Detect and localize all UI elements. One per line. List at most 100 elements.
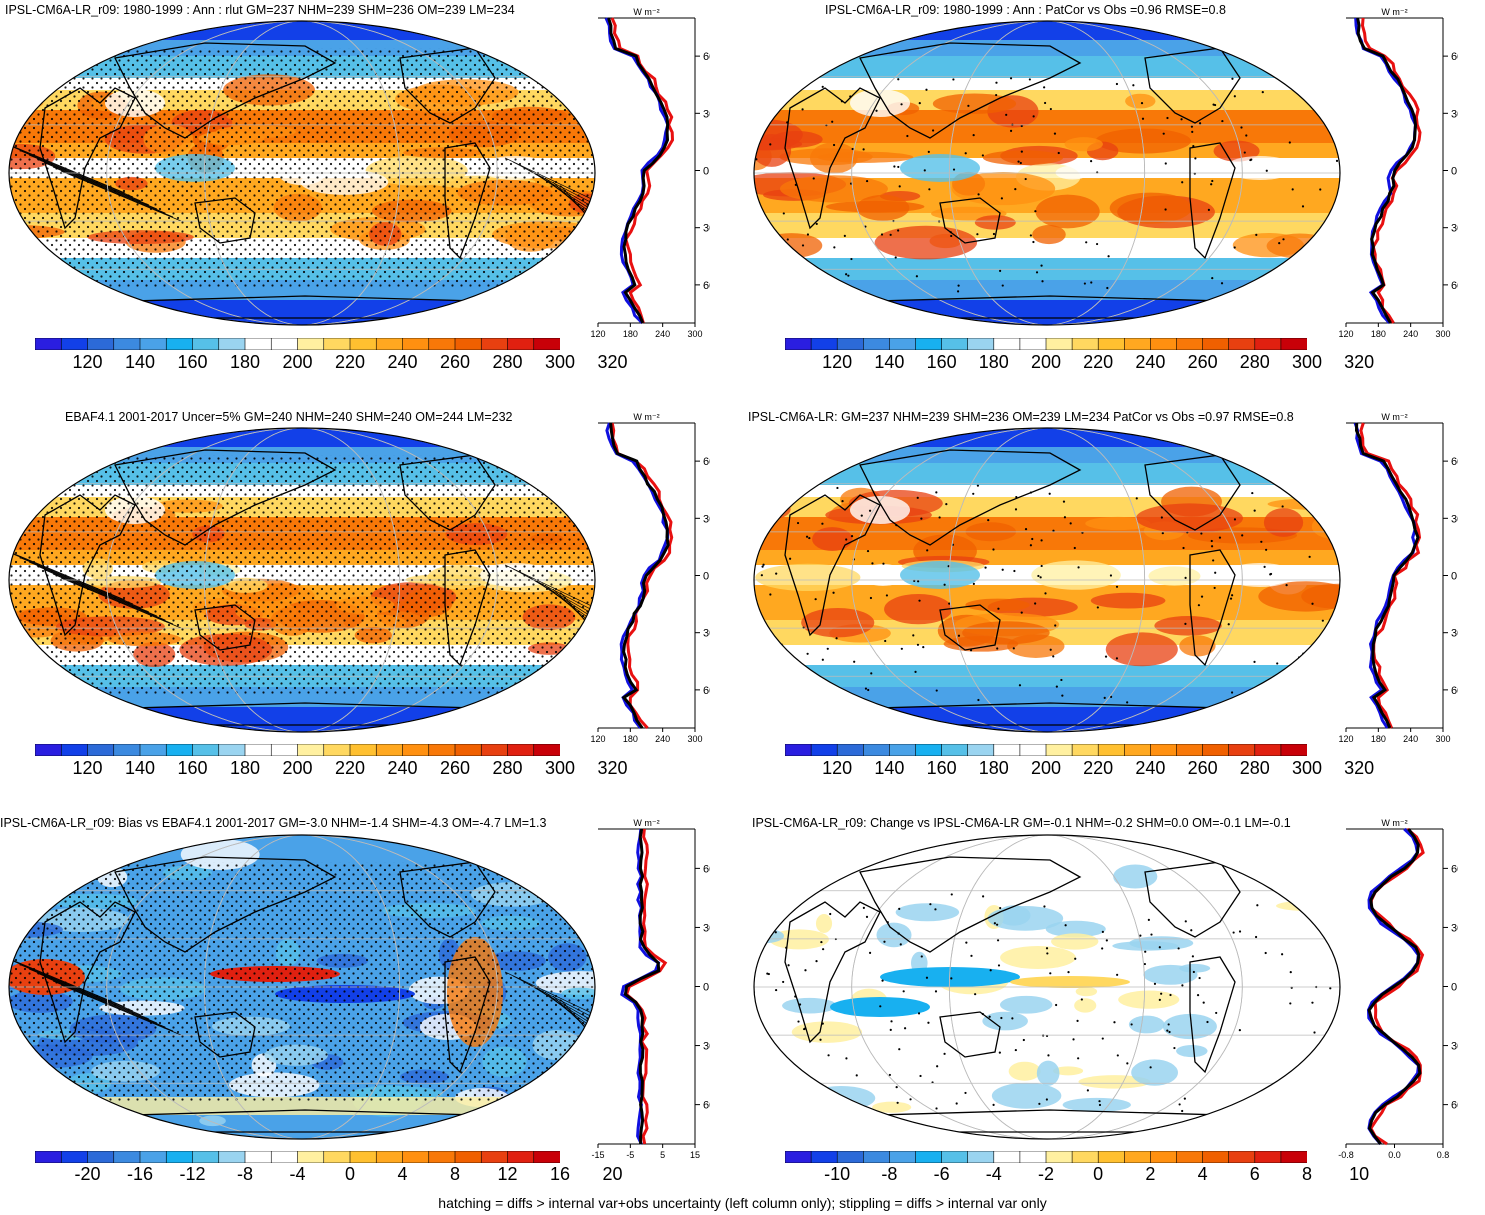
stipple-dot bbox=[1098, 1100, 1101, 1103]
field-blob bbox=[880, 967, 1020, 987]
stipple-dot bbox=[1054, 624, 1057, 627]
hatch-line bbox=[52, 980, 174, 1032]
x-tick-label: 180 bbox=[623, 329, 638, 339]
stipple-dot bbox=[918, 102, 921, 105]
field-band bbox=[754, 110, 1340, 143]
field-blob bbox=[1112, 941, 1179, 951]
stipple-dot bbox=[1285, 584, 1288, 587]
colorbar-tick-label: 160 bbox=[177, 352, 208, 372]
map-border bbox=[753, 834, 1341, 1140]
coastline bbox=[444, 142, 491, 260]
colorbar-swatch bbox=[270, 744, 299, 756]
stipple-dot bbox=[923, 169, 926, 172]
lat-tick-label: 0 bbox=[703, 982, 709, 994]
stipple-dot bbox=[1000, 1016, 1003, 1020]
stipple-dot bbox=[1029, 234, 1032, 237]
colorbar-tick-label: 10 bbox=[1349, 1164, 1370, 1184]
colorbar-swatch bbox=[1123, 744, 1152, 756]
stipple-dot bbox=[1206, 1020, 1209, 1024]
stipple-dot bbox=[777, 107, 780, 110]
profile-curve-red bbox=[1360, 17, 1422, 324]
x-tick-label: 120 bbox=[590, 734, 605, 744]
colorbar-tick-label: 140 bbox=[124, 352, 156, 372]
lat-tick-label: 60N bbox=[1451, 456, 1458, 468]
colorbar-tick-label: 260 bbox=[439, 758, 471, 778]
field-blob bbox=[874, 225, 978, 260]
stipple-dot bbox=[1017, 160, 1020, 163]
stipple-dot bbox=[1043, 905, 1046, 908]
stipple-dot bbox=[916, 496, 919, 499]
stipple-dot bbox=[1181, 181, 1184, 184]
field-blob bbox=[779, 148, 873, 166]
colorbar-swatch bbox=[810, 744, 839, 756]
colorbar-tick-label: 200 bbox=[1030, 352, 1062, 372]
stipple-dot bbox=[964, 152, 967, 155]
colorbar-swatch bbox=[428, 1151, 456, 1163]
coastline bbox=[399, 47, 496, 124]
stipple-dot bbox=[843, 234, 846, 237]
stipple-dot bbox=[832, 143, 836, 147]
profile-curve-black bbox=[623, 828, 661, 1144]
hatch-line bbox=[9, 142, 126, 194]
colorbar-tick-label: 240 bbox=[1135, 758, 1166, 778]
stipple-dot bbox=[1158, 946, 1161, 949]
colorbar-swatch bbox=[1202, 1151, 1230, 1163]
colorbar-swatch bbox=[375, 744, 404, 756]
colorbar-swatch bbox=[60, 1151, 89, 1163]
hatch-line bbox=[44, 976, 166, 1028]
stipple-dot bbox=[821, 522, 824, 525]
profile-curve-red bbox=[1359, 422, 1422, 729]
stipple-dot bbox=[774, 931, 777, 934]
colorbar-tick-label: 120 bbox=[822, 758, 853, 778]
colorbar-swatch bbox=[1202, 744, 1230, 756]
stipple-dot bbox=[987, 519, 990, 522]
map-border bbox=[753, 20, 1341, 326]
stipple-dot bbox=[1177, 947, 1180, 950]
stipple-dot bbox=[1039, 576, 1042, 579]
stipple-dot bbox=[869, 596, 873, 600]
lat-tick-label: 0 bbox=[1451, 166, 1457, 178]
stipple-dot bbox=[800, 668, 803, 671]
field-blob bbox=[812, 527, 853, 552]
stipple-dot bbox=[867, 688, 870, 692]
stipple-dot bbox=[1281, 288, 1284, 292]
stipple-dot bbox=[967, 104, 970, 107]
stipple-dot bbox=[1009, 129, 1013, 132]
stipple-dot bbox=[1064, 924, 1067, 927]
colorbar-tick-label: 200 bbox=[1030, 758, 1062, 778]
stipple-dot bbox=[821, 658, 824, 661]
stipple-dot bbox=[1335, 159, 1339, 162]
stipple-dot bbox=[1110, 695, 1113, 698]
stipple-dot bbox=[832, 591, 835, 594]
field-blob bbox=[754, 133, 792, 167]
field-blob bbox=[782, 997, 837, 1014]
x-tick-label: 0.0 bbox=[1388, 1150, 1401, 1160]
field-blob bbox=[991, 1082, 1062, 1109]
stipple-dot bbox=[964, 1091, 967, 1095]
stipple-dot bbox=[902, 990, 905, 993]
colorbar-swatch bbox=[941, 338, 969, 350]
stipple-dot bbox=[754, 524, 755, 528]
stipple-dot bbox=[1181, 1109, 1184, 1113]
x-tick-label: 15 bbox=[690, 1150, 700, 1160]
stipple-dot bbox=[750, 179, 752, 181]
stipple-dot bbox=[868, 509, 872, 512]
colorbar-swatch bbox=[1045, 1151, 1073, 1163]
stipple-dot bbox=[835, 637, 838, 640]
stipple-dot bbox=[996, 923, 999, 926]
x-tick-label: 300 bbox=[687, 734, 702, 744]
colorbar-tick-label: 180 bbox=[978, 352, 1009, 372]
hatch-line bbox=[44, 569, 166, 621]
x-tick-label: 180 bbox=[1371, 734, 1386, 744]
hatch-line bbox=[12, 146, 134, 198]
colorbar-swatch bbox=[1097, 1151, 1126, 1163]
lat-tick-label: 0 bbox=[1451, 571, 1457, 583]
stipple-dot bbox=[1240, 696, 1243, 699]
stipple-dot bbox=[849, 182, 853, 185]
stipple-dot bbox=[1210, 183, 1213, 186]
stipple-dot bbox=[926, 549, 929, 552]
stipple-dot bbox=[766, 972, 769, 975]
stipple-dot bbox=[880, 233, 884, 236]
colorbar bbox=[785, 1151, 1307, 1163]
stipple-dot bbox=[1034, 602, 1037, 605]
